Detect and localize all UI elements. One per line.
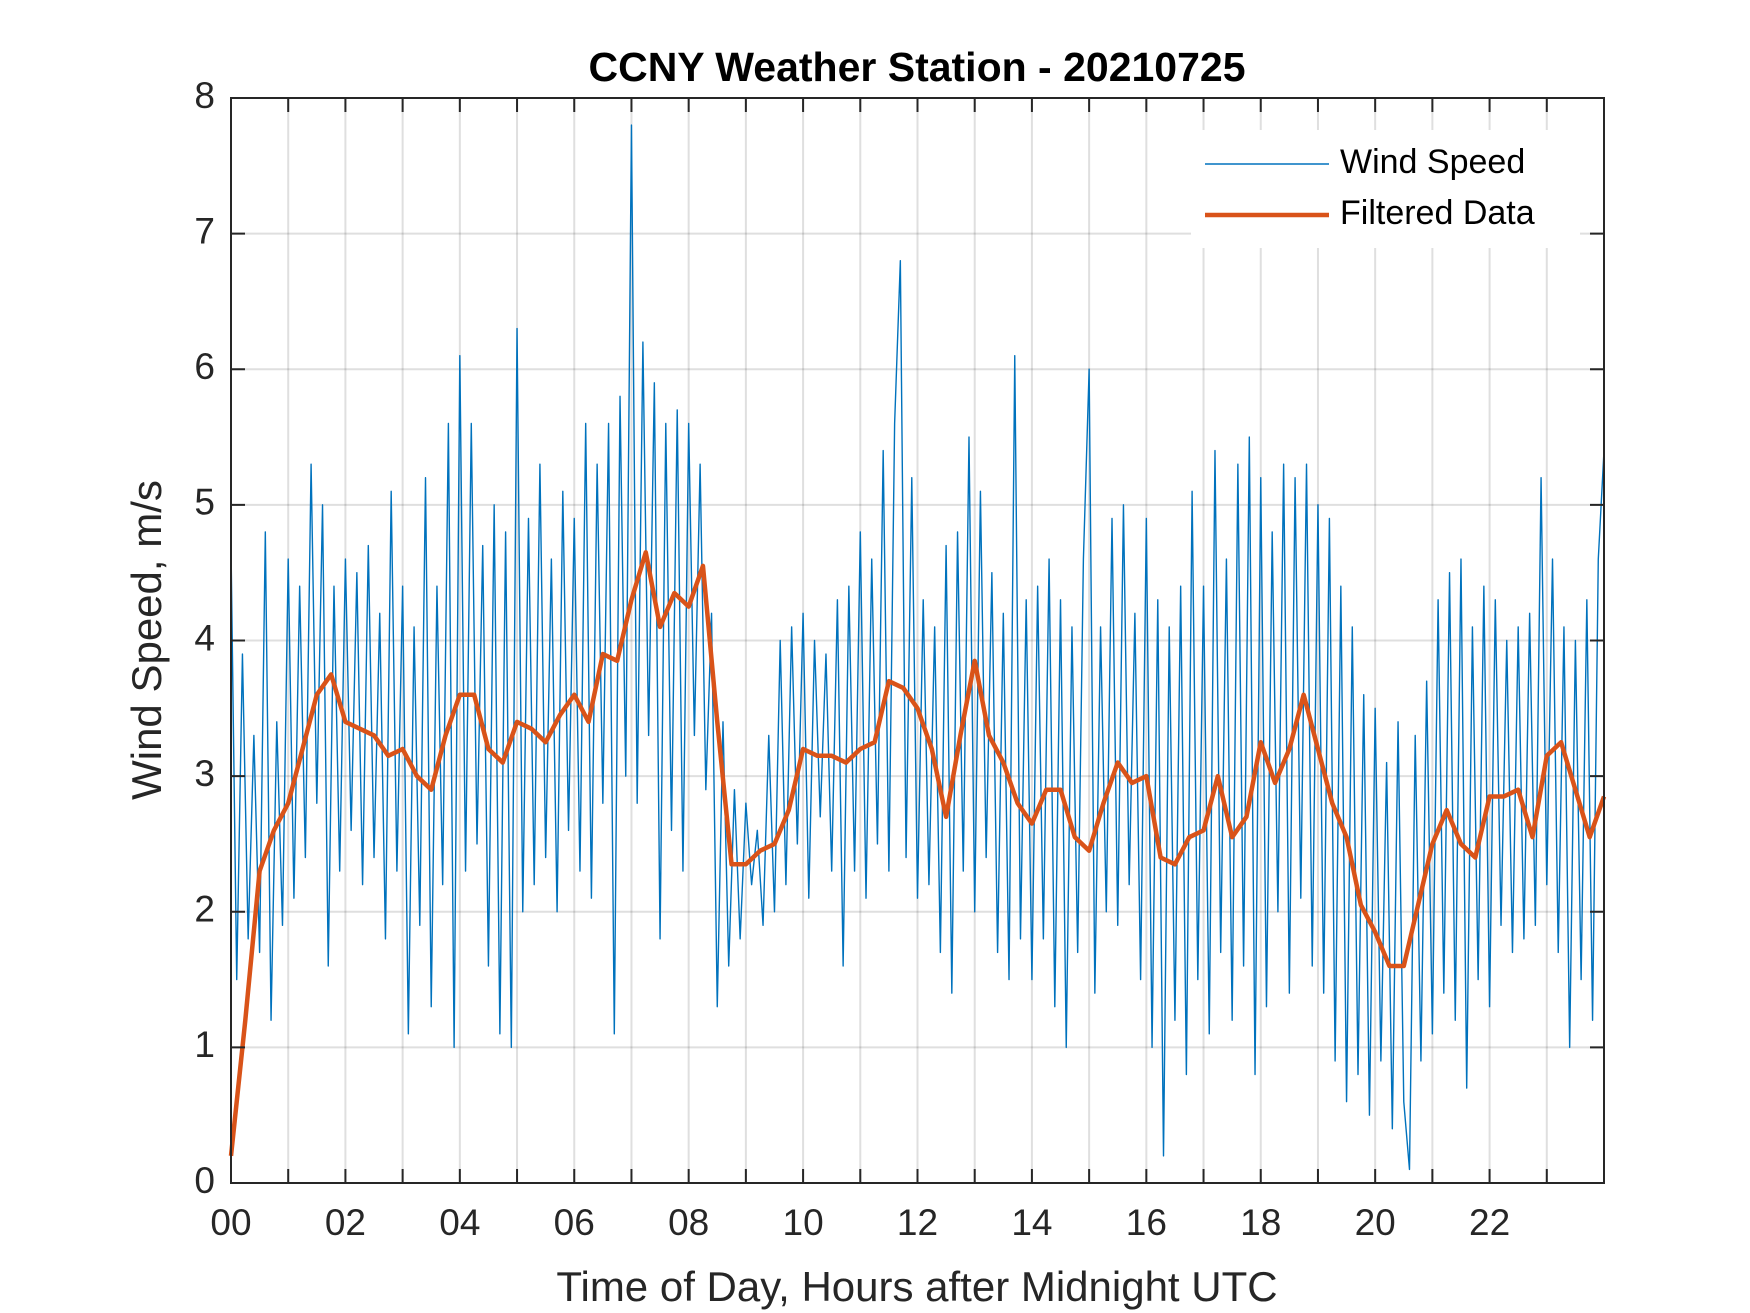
x-tick-label: 18 (1240, 1202, 1281, 1243)
y-tick-label: 6 (194, 346, 215, 387)
y-tick-label: 1 (194, 1024, 215, 1065)
plot-area (231, 98, 1604, 1183)
chart-title: CCNY Weather Station - 20210725 (588, 44, 1245, 90)
y-tick-label: 3 (194, 753, 215, 794)
series-line (230, 124, 1605, 1171)
x-tick-label: 04 (439, 1202, 480, 1243)
x-axis-title: Time of Day, Hours after Midnight UTC (556, 1263, 1277, 1310)
x-tick-label: 22 (1469, 1202, 1510, 1243)
x-tick-label: 00 (210, 1202, 251, 1243)
x-tick-label: 06 (554, 1202, 595, 1243)
legend-label: Wind Speed (1340, 143, 1525, 181)
legend: Wind Speed Filtered Data (1191, 130, 1580, 248)
y-tick-label: 5 (194, 482, 215, 523)
y-tick-label: 4 (194, 617, 215, 658)
legend-box (1191, 130, 1580, 248)
series-line (228, 550, 1607, 1157)
y-tick-label: 7 (194, 210, 215, 251)
x-tick-label: 12 (897, 1202, 938, 1243)
x-tick-label: 16 (1126, 1202, 1167, 1243)
x-tick-label: 10 (783, 1202, 824, 1243)
x-tick-label: 02 (325, 1202, 366, 1243)
y-axis-title: Wind Speed, m/s (123, 480, 170, 800)
y-tick-label: 2 (194, 889, 215, 930)
x-tick-label: 20 (1355, 1202, 1396, 1243)
x-tick-label: 08 (668, 1202, 709, 1243)
x-tick-label: 14 (1011, 1202, 1052, 1243)
lines (228, 124, 1607, 1171)
y-tick-label: 8 (194, 75, 215, 116)
legend-label: Filtered Data (1340, 194, 1535, 232)
y-tick-label: 0 (194, 1160, 215, 1201)
